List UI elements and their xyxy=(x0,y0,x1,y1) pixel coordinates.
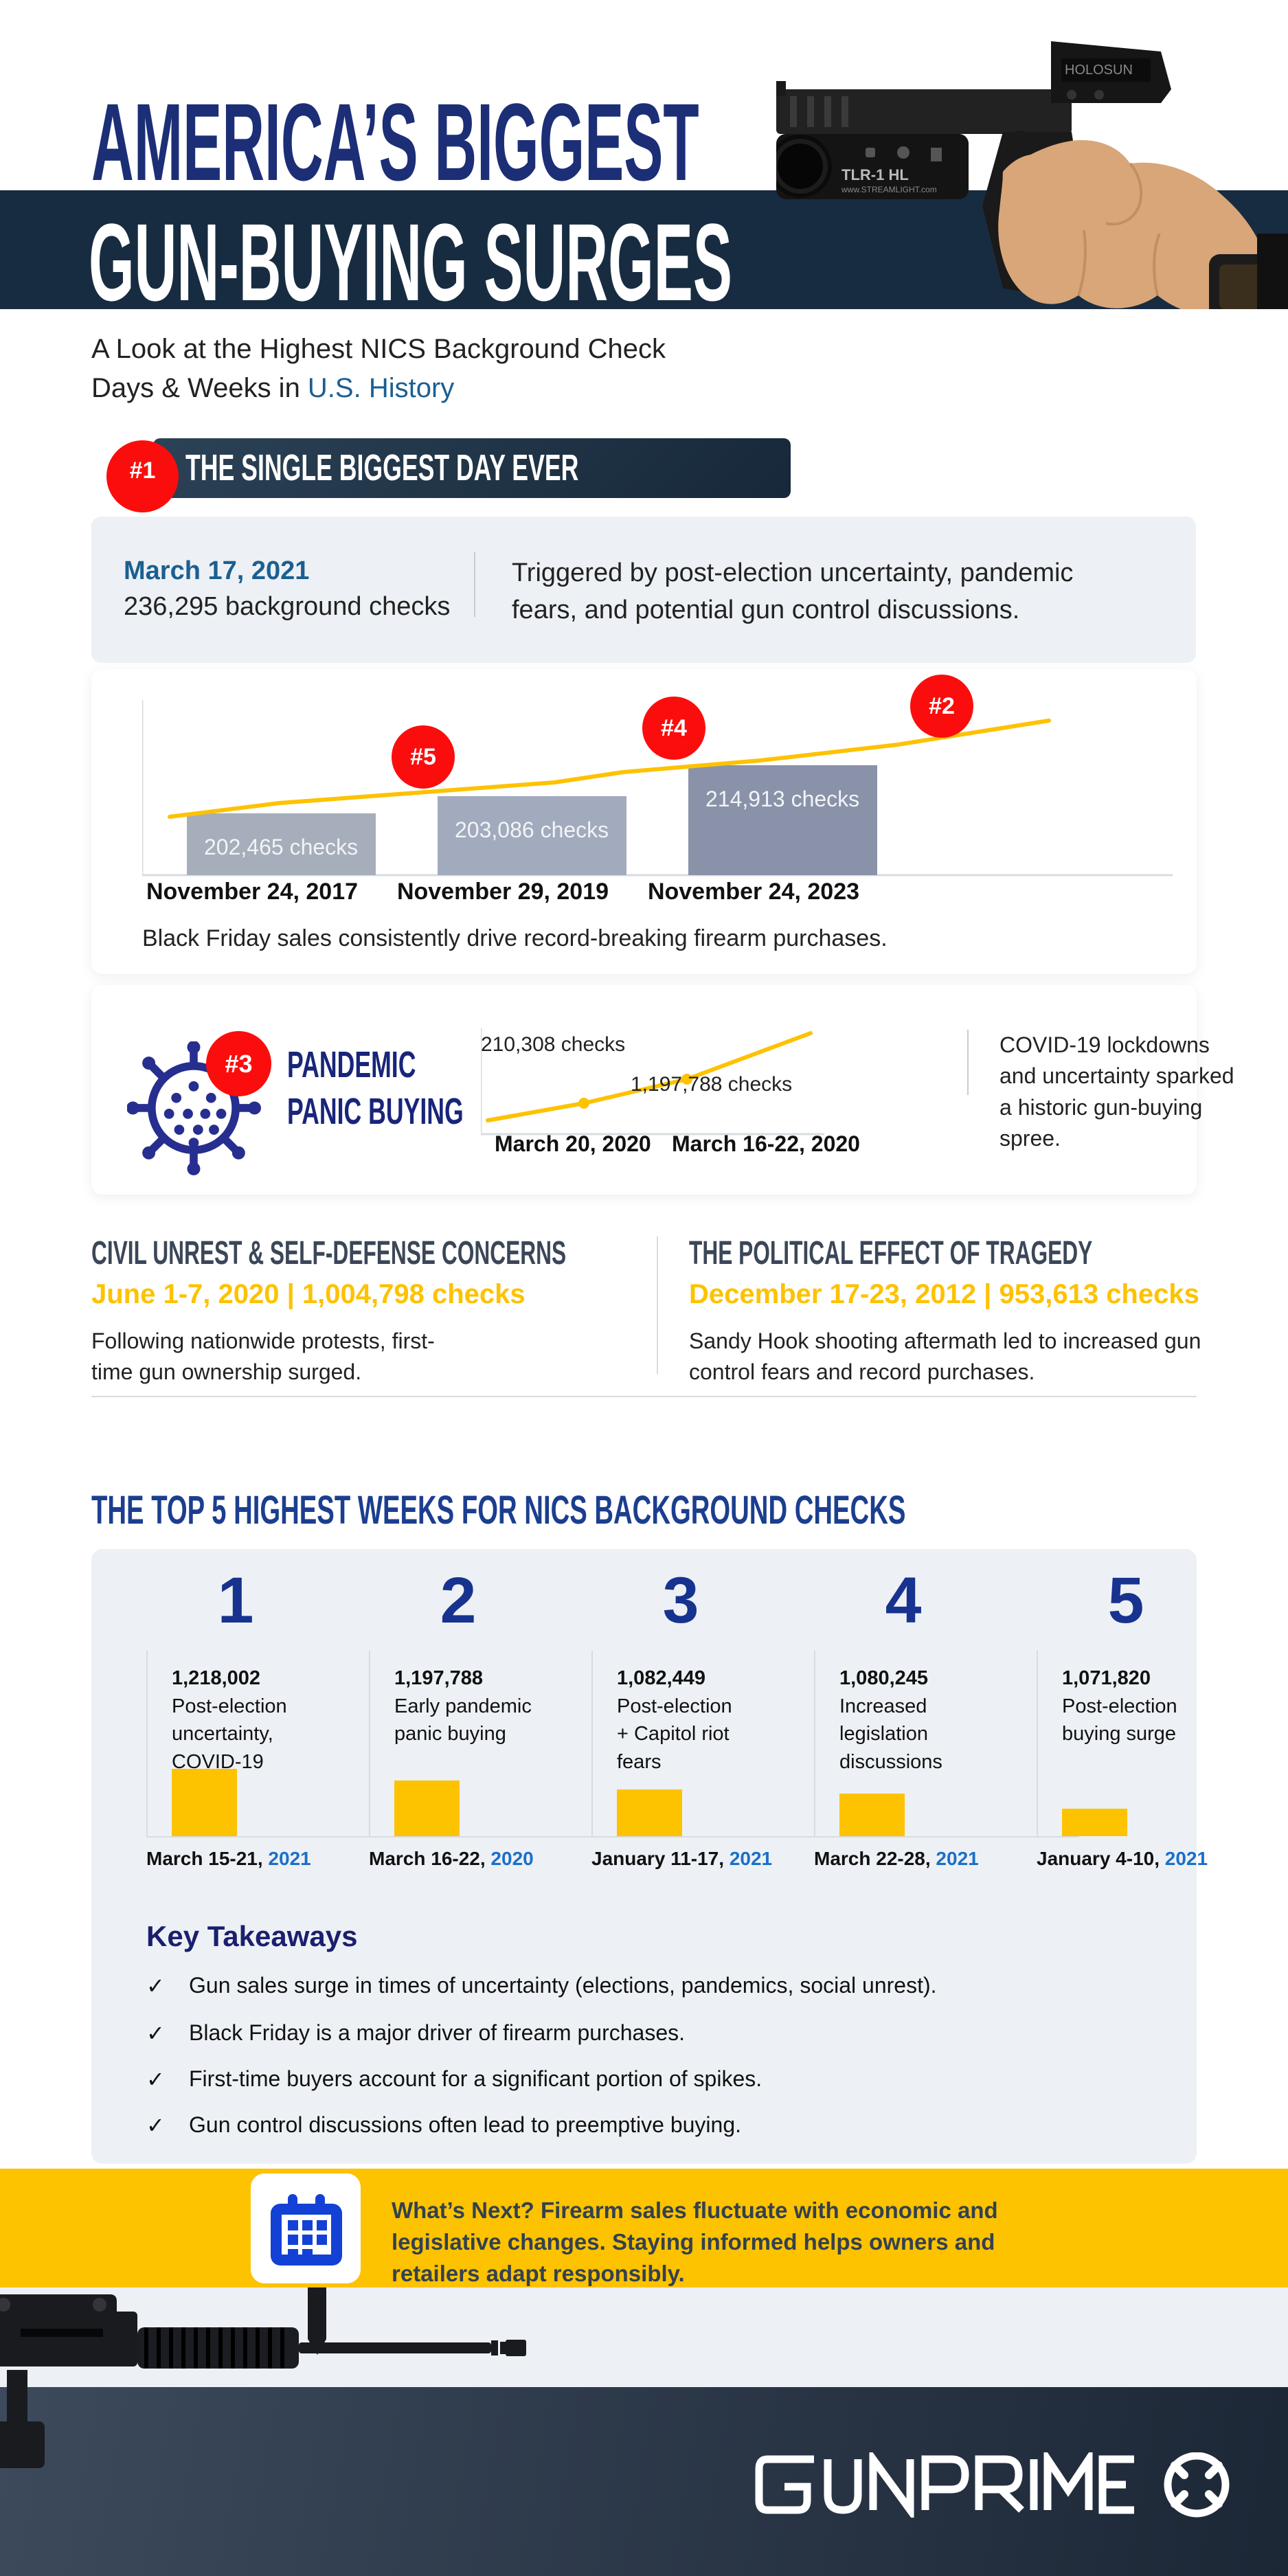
svg-text:TLR-1 HL: TLR-1 HL xyxy=(841,166,909,183)
svg-text:HOLOSUN: HOLOSUN xyxy=(1065,63,1133,78)
svg-text:203,086 checks: 203,086 checks xyxy=(455,817,609,842)
svg-text:214,913 checks: 214,913 checks xyxy=(705,787,859,811)
svg-text:202,465 checks: 202,465 checks xyxy=(204,835,358,859)
svg-text:www.STREAMLIGHT.com: www.STREAMLIGHT.com xyxy=(841,185,937,194)
